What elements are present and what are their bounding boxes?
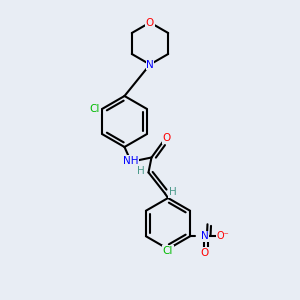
- Text: O: O: [200, 248, 208, 258]
- Text: Cl: Cl: [163, 245, 173, 256]
- Text: O: O: [146, 17, 154, 28]
- Text: O: O: [162, 133, 171, 143]
- Text: N: N: [146, 59, 154, 70]
- Text: Cl: Cl: [90, 104, 100, 114]
- Text: H: H: [169, 187, 176, 197]
- Text: O⁻: O⁻: [216, 231, 229, 241]
- Text: NH: NH: [123, 155, 138, 166]
- Text: N: N: [201, 231, 208, 241]
- Text: H: H: [137, 166, 145, 176]
